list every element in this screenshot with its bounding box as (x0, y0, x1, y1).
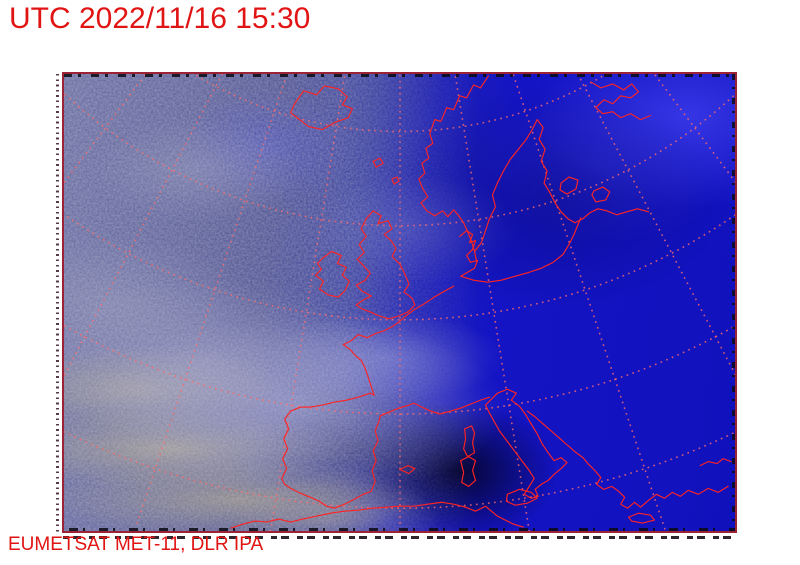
map-overlay (64, 74, 735, 531)
top-scanline-artifacts (64, 74, 735, 77)
coast-sweden-bothnia (473, 119, 650, 253)
left-tick-marks (56, 74, 59, 532)
coast-sardinia (460, 456, 477, 487)
bottom-scanline-artifacts (64, 528, 735, 531)
coast-corsica (463, 425, 476, 458)
coast-marmara (699, 458, 732, 467)
coast-lake-ladoga (559, 176, 579, 195)
coast-ireland (314, 250, 350, 298)
coast-iceland (290, 85, 353, 131)
coast-denmark (459, 230, 479, 277)
timestamp-label: UTC 2022/11/16 15:30 (9, 2, 311, 35)
coast-faroe-islands (372, 157, 384, 168)
coast-lake-onega (591, 186, 611, 203)
right-scanline-artifacts (732, 74, 735, 531)
bottom-tick-marks (63, 536, 736, 539)
cloud-texture-layer (64, 74, 735, 531)
coast-sicily (505, 488, 538, 506)
coastlines (230, 75, 732, 529)
coast-great-britain (355, 210, 416, 320)
coast-balkans-greece (526, 410, 729, 509)
coast-norway (418, 75, 490, 262)
coast-north-africa (230, 501, 524, 529)
coast-continental-europe (281, 285, 491, 509)
credit-label: EUMETSAT MET-11, DLR IPA (8, 534, 264, 555)
graticule-grid (64, 74, 735, 531)
coast-crete (628, 512, 656, 524)
coast-shetland (391, 176, 400, 185)
satellite-image-frame (62, 72, 737, 533)
coast-italy (484, 388, 568, 499)
coast-balearics (398, 464, 416, 475)
coast-white-sea (590, 81, 652, 121)
coast-baltic-south (460, 217, 582, 283)
